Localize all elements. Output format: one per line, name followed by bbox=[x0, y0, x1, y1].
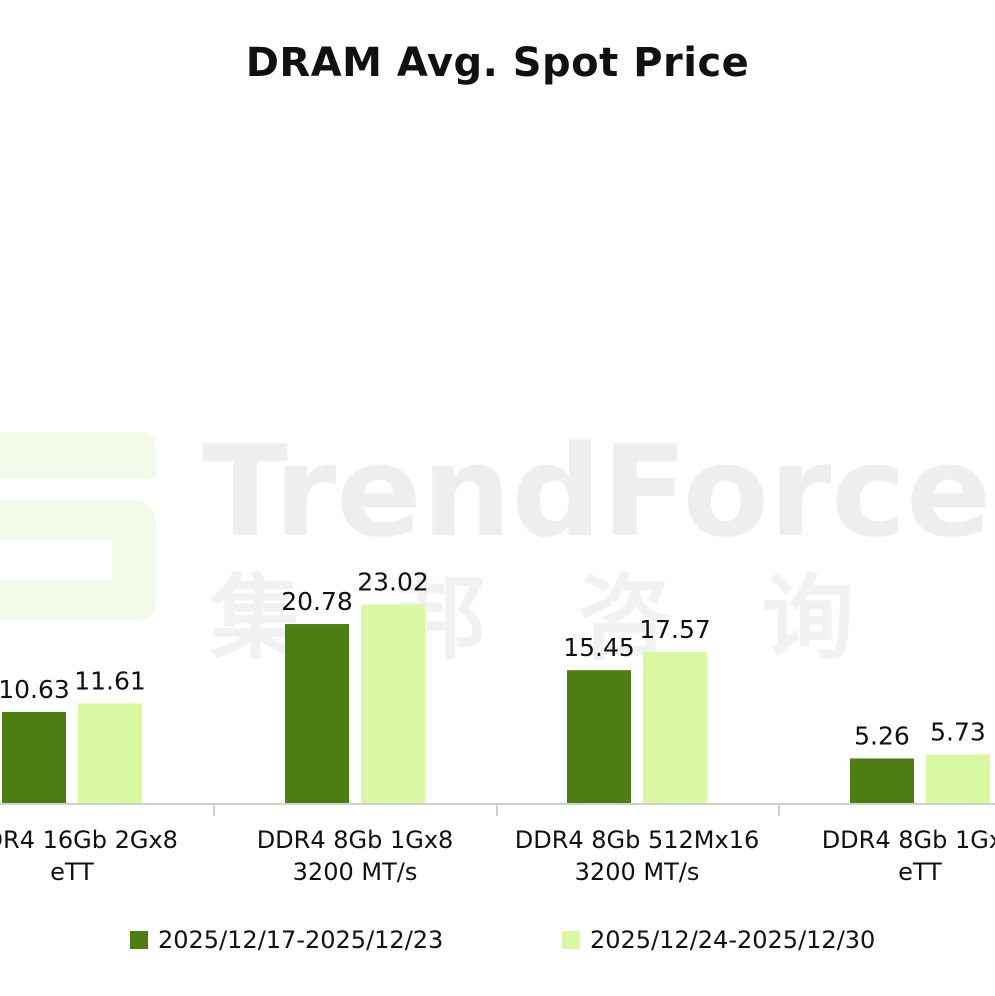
bar-series-2-cat-3 bbox=[643, 651, 707, 804]
legend-swatch-series-1 bbox=[130, 931, 148, 949]
legend-swatch-series-2 bbox=[562, 931, 580, 949]
x-tick-label-cat-1-line-2: eTT bbox=[50, 858, 94, 886]
bar-series-1-cat-1 bbox=[2, 711, 66, 804]
value-label-series-2-cat-1: 11.61 bbox=[74, 666, 146, 695]
x-axis-ticks bbox=[213, 804, 780, 816]
bar-series-1-cat-3 bbox=[567, 670, 631, 804]
x-tick-label-cat-4-line-1: DDR4 8Gb 1Gx8 bbox=[822, 826, 995, 854]
value-labels-layer: 10.63 20.78 15.45 5.26 11.61 23.02 17.57 5.73 bbox=[0, 568, 986, 751]
value-label-series-2-cat-4: 5.73 bbox=[930, 717, 986, 746]
watermark-logo bbox=[0, 432, 156, 620]
x-tick-label-cat-4-line-2: eTT bbox=[898, 858, 942, 886]
bar-series-1-cat-4 bbox=[850, 758, 914, 804]
x-tick-label-cat-2-line-2: 3200 MT/s bbox=[293, 858, 418, 886]
value-label-series-2-cat-3: 17.57 bbox=[639, 615, 711, 644]
value-label-series-1-cat-3: 15.45 bbox=[563, 633, 635, 662]
legend: 2025/12/17-2025/12/23 2025/12/24-2025/12… bbox=[0, 926, 995, 962]
watermark-brand: TrendForce bbox=[202, 418, 991, 565]
chart-title: DRAM Avg. Spot Price bbox=[245, 40, 750, 86]
x-tick-label-cat-1-line-1: DDR4 16Gb 2Gx8 bbox=[0, 826, 178, 854]
value-label-series-2-cat-2: 23.02 bbox=[357, 568, 429, 597]
watermark: TrendForce 集 邦 咨 询 bbox=[0, 418, 991, 672]
x-tick-label-cat-3-line-1: DDR4 8Gb 512Mx16 bbox=[515, 826, 760, 854]
bar-series-2-cat-1 bbox=[78, 703, 142, 804]
legend-item-series-1: 2025/12/17-2025/12/23 bbox=[130, 926, 443, 954]
bar-series-2-cat-2 bbox=[361, 604, 425, 804]
value-label-series-1-cat-2: 20.78 bbox=[281, 587, 353, 616]
bars-layer bbox=[2, 604, 990, 804]
legend-item-series-2: 2025/12/24-2025/12/30 bbox=[562, 926, 875, 954]
bar-series-1-cat-2 bbox=[285, 624, 349, 804]
x-axis-tick-labels: DDR4 16Gb 2Gx8 eTT DDR4 8Gb 1Gx8 3200 MT/s D… bbox=[0, 826, 995, 886]
legend-label-series-1: 2025/12/17-2025/12/23 bbox=[158, 926, 444, 954]
x-tick-label-cat-3-line-2: 3200 MT/s bbox=[575, 858, 700, 886]
legend-label-series-2: 2025/12/24-2025/12/30 bbox=[590, 926, 876, 954]
bar-series-2-cat-4 bbox=[926, 754, 990, 804]
value-label-series-1-cat-4: 5.26 bbox=[854, 721, 910, 750]
value-label-series-1-cat-1: 10.63 bbox=[0, 675, 70, 704]
x-tick-label-cat-2-line-1: DDR4 8Gb 1Gx8 bbox=[257, 826, 454, 854]
